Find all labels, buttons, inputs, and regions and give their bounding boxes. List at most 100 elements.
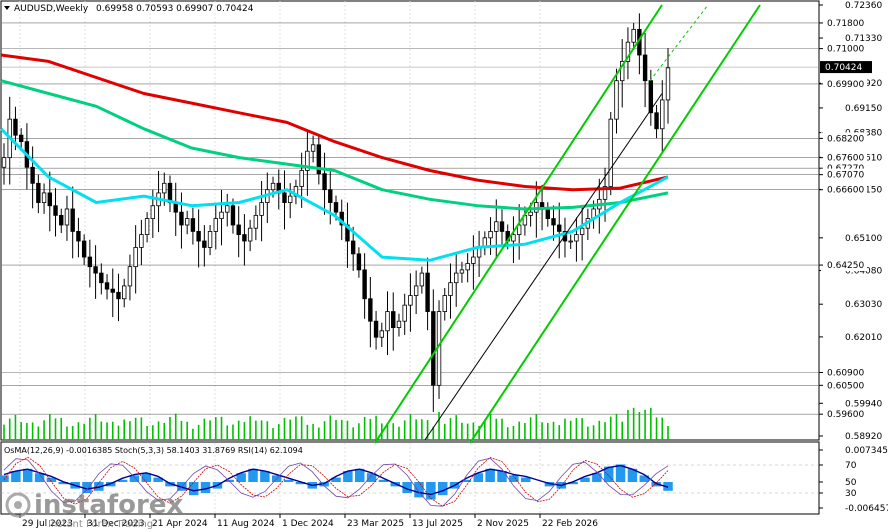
candle [654,112,659,130]
candle [316,144,322,175]
candle [53,205,58,216]
candle [213,218,218,232]
candle [568,240,573,243]
candle [545,208,550,219]
indicator-tick-label: -0.006457 [845,504,888,514]
candle [36,182,41,203]
candle [465,263,470,271]
candle [322,173,327,191]
indicator-tick-label: 70 [845,461,857,471]
candle [620,61,625,82]
candle [259,202,264,216]
level-label-text: 0.60900 [827,369,864,379]
candle [310,144,316,152]
current-price-label: 0.70424 [820,61,872,73]
price-tick-label: 0.72360 [845,1,882,11]
candle [230,205,236,226]
date-label: 29 Jul 2023 [22,519,73,529]
candle [499,221,505,232]
date-label: 22 Feb 2026 [542,519,598,529]
level-label-box [821,408,867,421]
candle [431,311,436,386]
candle [391,311,396,329]
candle [76,231,81,242]
candle [660,99,665,130]
level-label-box [821,183,867,196]
candle [30,166,35,184]
candle [242,234,247,242]
level-label-text: 0.71000 [827,45,864,55]
level-label-text: 0.67600 [827,154,864,164]
price-tick-label: 0.62010 [845,333,882,343]
level-label: 0.67600 [819,151,867,164]
candle [614,80,619,120]
price-tick-label: 0.69150 [845,104,882,114]
candle [608,118,613,187]
level-label-box [821,42,867,55]
level-label-box [821,366,867,379]
candle [471,256,476,264]
level-label-text: 0.66600 [827,186,864,196]
candle [373,320,379,338]
candle [253,214,259,229]
candle [47,192,52,207]
candle [122,285,127,300]
candle [602,186,608,200]
level-label-text: 0.67070 [827,171,864,181]
level-label-box [821,132,867,145]
current-price-box [820,61,872,74]
rsi-line [3,464,669,496]
candle [476,247,482,258]
candle [59,214,64,226]
candle [236,224,241,236]
candle [150,205,156,219]
candle [625,41,631,62]
candle [162,182,167,194]
candle [368,298,373,322]
candle [282,192,287,203]
candle [179,211,184,226]
candle [288,195,293,203]
price-tick-label: 0.63030 [845,300,882,310]
channel-line [424,93,663,441]
candle [419,272,425,287]
candle [631,28,636,43]
candle [356,253,362,271]
level-label: 0.60500 [819,379,867,392]
date-label: 2 Nov 2025 [477,519,529,529]
candle [93,266,98,274]
stoch-signal-line [3,456,669,507]
candle [18,134,24,143]
date-label: 11 Aug 2024 [217,519,275,529]
price-tick-label: 0.65100 [845,234,882,244]
level-label: 0.69900 [819,77,867,90]
candle [362,269,367,300]
candle [207,231,213,248]
candle [219,211,224,219]
watermark: instaforex Instant Forex Trading [5,490,184,530]
moving-averages [0,53,669,262]
candle [574,234,579,242]
level-label-text: 0.71800 [827,19,864,29]
candle [413,285,419,296]
candle [104,282,110,290]
trend-channels [374,4,761,444]
channel-projection [649,4,709,81]
candle [516,224,522,236]
candle [305,150,310,171]
candle [488,231,493,239]
candle [408,295,413,306]
candle [557,224,562,232]
watermark-tagline: Instant Forex Trading [48,519,153,530]
header-dropdown-icon[interactable] [4,6,10,10]
current-price-text: 0.70424 [825,63,862,73]
channel-line [374,4,663,444]
candle [448,282,453,296]
candle [110,288,115,293]
candle [41,192,47,203]
watermark-name: instaforex [34,490,184,520]
candle [665,67,671,101]
candle [70,208,75,232]
